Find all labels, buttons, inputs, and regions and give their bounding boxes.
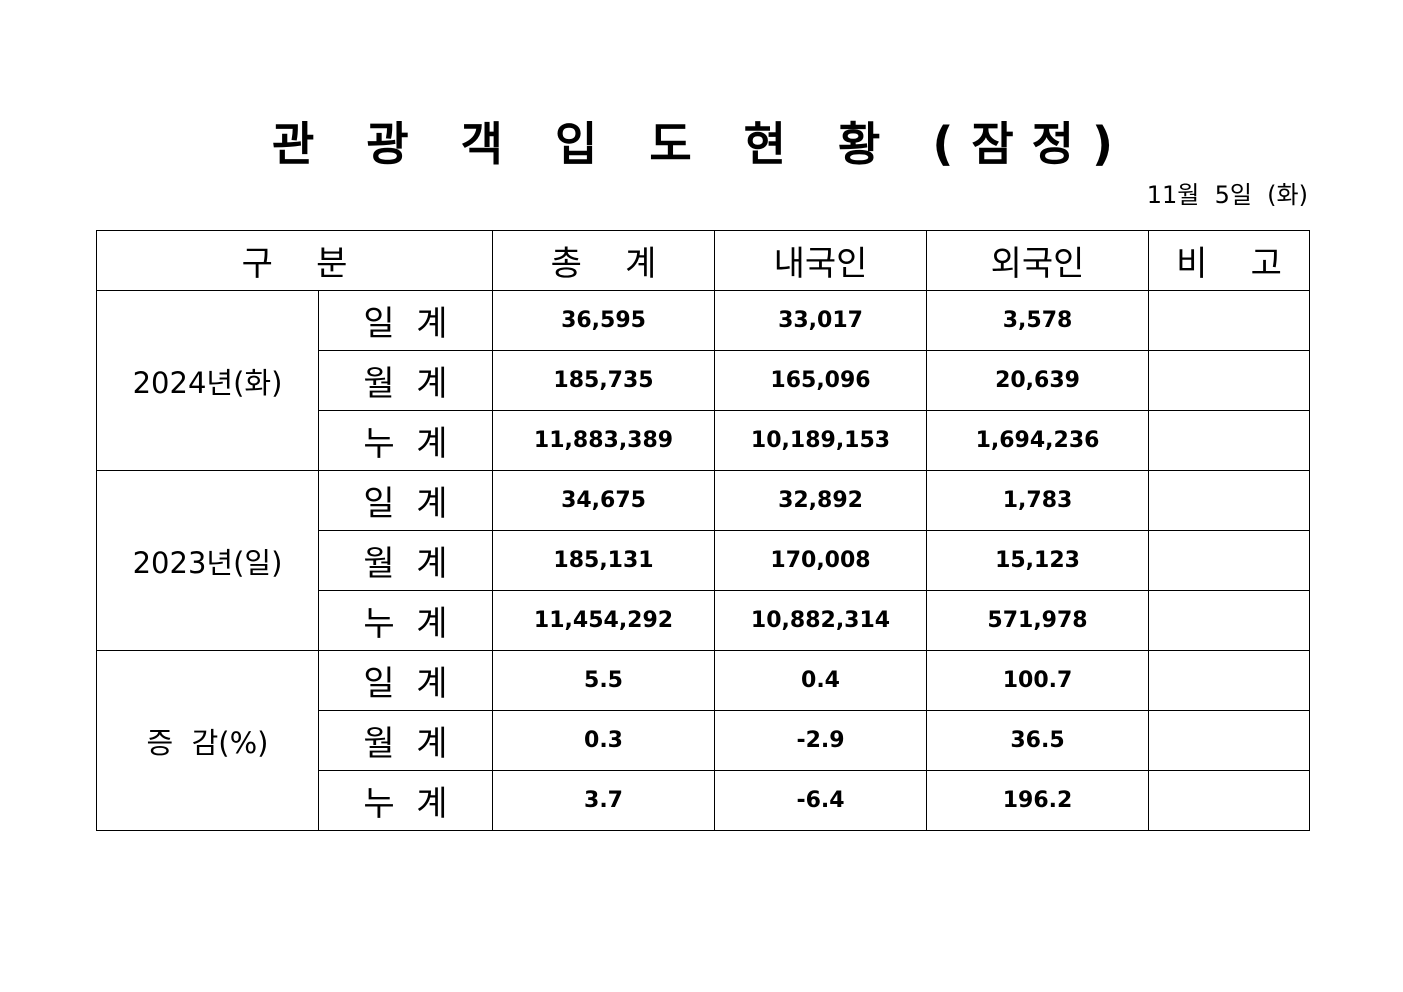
table-row: 증 감(%) 일 계 5.5 0.4 100.7: [96, 650, 1311, 831]
table-row: 누 계 11,883,389 10,189,153 1,694,236: [97, 410, 1311, 471]
row-label: 일 계: [317, 470, 494, 531]
cell-total: 34,675: [492, 470, 716, 531]
cell-domestic: 165,096: [714, 350, 928, 411]
cell-note: [1148, 530, 1311, 591]
row-label: 누 계: [317, 770, 494, 831]
table-header-row: 구 분 총 계 내국인 외국인 비 고: [95, 230, 1311, 291]
cell-domestic: 0.4: [714, 650, 928, 711]
cell-total: 11,883,389: [492, 410, 716, 471]
header-foreign: 외국인: [926, 230, 1150, 291]
cell-domestic: 170,008: [714, 530, 928, 591]
cell-total: 0.3: [492, 710, 716, 771]
cell-total: 5.5: [492, 650, 716, 711]
cell-note: [1148, 410, 1311, 471]
cell-note: [1148, 590, 1311, 651]
visitor-stats-table: 구 분 총 계 내국인 외국인 비 고 2024년(화) 일 계 36,595 …: [95, 230, 1311, 831]
cell-total: 11,454,292: [492, 590, 716, 651]
header-domestic: 내국인: [714, 230, 928, 291]
cell-note: [1148, 770, 1311, 831]
row-label: 누 계: [317, 590, 494, 651]
cell-foreign: 1,694,236: [926, 410, 1150, 471]
table-row: 2023년(일) 일 계 34,675 32,892 1,783: [96, 470, 1311, 651]
cell-domestic: 33,017: [714, 290, 928, 351]
header-note: 비 고: [1148, 230, 1311, 291]
cell-foreign: 1,783: [926, 470, 1150, 531]
row-label: 월 계: [317, 530, 494, 591]
group-label-change: 증 감(%): [96, 650, 319, 831]
table-row: 누 계 3.7 -6.4 196.2: [97, 770, 1311, 831]
cell-total: 3.7: [492, 770, 716, 831]
cell-foreign: 196.2: [926, 770, 1150, 831]
row-label: 월 계: [317, 350, 494, 411]
cell-foreign: 15,123: [926, 530, 1150, 591]
table-row: 2024년(화) 일 계 36,595 33,017 3,578: [96, 290, 1311, 471]
cell-note: [1148, 290, 1311, 351]
table-row: 월 계 185,131 170,008 15,123: [97, 530, 1311, 591]
table-row: 월 계 0.3 -2.9 36.5: [97, 710, 1311, 771]
cell-note: [1148, 650, 1311, 711]
cell-foreign: 571,978: [926, 590, 1150, 651]
header-total: 총 계: [492, 230, 716, 291]
cell-total: 185,131: [492, 530, 716, 591]
cell-foreign: 3,578: [926, 290, 1150, 351]
cell-domestic: -6.4: [714, 770, 928, 831]
cell-domestic: 10,189,153: [714, 410, 928, 471]
row-label: 월 계: [317, 710, 494, 771]
cell-note: [1148, 470, 1311, 531]
cell-note: [1148, 350, 1311, 411]
cell-note: [1148, 710, 1311, 771]
cell-total: 36,595: [492, 290, 716, 351]
header-category: 구 분: [95, 230, 494, 291]
cell-domestic: -2.9: [714, 710, 928, 771]
cell-domestic: 10,882,314: [714, 590, 928, 651]
group-label-2023: 2023년(일): [96, 470, 319, 651]
cell-total: 185,735: [492, 350, 716, 411]
page-title: 관 광 객 입 도 현 황 (잠정): [271, 117, 1132, 171]
report-date: 11월 5일 (화): [1146, 181, 1308, 209]
table-row: 누 계 11,454,292 10,882,314 571,978: [97, 590, 1311, 651]
row-label: 일 계: [317, 650, 494, 711]
cell-domestic: 32,892: [714, 470, 928, 531]
group-label-2024: 2024년(화): [96, 290, 319, 471]
cell-foreign: 100.7: [926, 650, 1150, 711]
row-label: 일 계: [317, 290, 494, 351]
row-label: 누 계: [317, 410, 494, 471]
cell-foreign: 36.5: [926, 710, 1150, 771]
cell-foreign: 20,639: [926, 350, 1150, 411]
